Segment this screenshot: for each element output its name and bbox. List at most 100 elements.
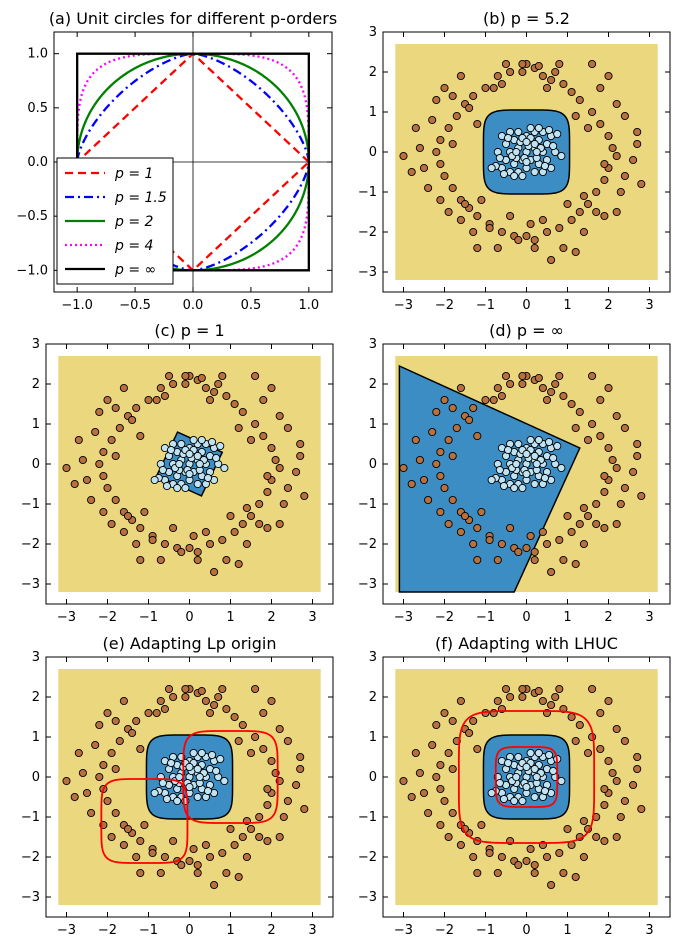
panel-d-xtick-label: 2 xyxy=(604,610,612,625)
outer-point xyxy=(160,391,169,401)
outer-point xyxy=(440,171,449,181)
outer-point xyxy=(399,776,408,786)
outer-point xyxy=(473,243,482,253)
outer-point xyxy=(448,808,457,818)
outer-point xyxy=(588,684,597,694)
panel-c: −3 −2 −1 0 1 2 3 3 2 1 0 −1 −2 −3 (c) p = 1 xyxy=(21,321,334,625)
outer-point xyxy=(497,391,506,401)
outer-point xyxy=(201,383,210,393)
inner-point xyxy=(530,139,539,149)
outer-point xyxy=(111,808,120,818)
inner-point xyxy=(518,796,527,806)
inner-point xyxy=(193,792,202,802)
outer-point xyxy=(616,812,625,822)
outer-point xyxy=(444,519,453,529)
outer-point xyxy=(87,808,96,818)
inner-point xyxy=(549,453,558,463)
outer-point xyxy=(136,836,145,846)
outer-point xyxy=(74,748,83,758)
outer-point xyxy=(263,471,272,481)
outer-point xyxy=(432,772,441,782)
legend-label: p = 4 xyxy=(114,238,153,254)
outer-point xyxy=(444,207,453,217)
outer-point xyxy=(140,507,149,517)
outer-point xyxy=(111,716,120,726)
panel-b-xtick-label: −1 xyxy=(476,298,495,313)
outer-point xyxy=(559,79,568,89)
panel-a-ytick-label: 1.0 xyxy=(27,47,48,62)
inner-point xyxy=(499,794,509,804)
outer-point xyxy=(214,379,223,389)
outer-point xyxy=(296,451,305,461)
outer-point xyxy=(148,848,157,858)
outer-point xyxy=(107,519,116,529)
inner-point xyxy=(530,792,539,802)
outer-point xyxy=(263,487,272,497)
outer-point xyxy=(538,71,547,81)
inner-point xyxy=(150,475,159,485)
outer-point xyxy=(218,684,227,694)
inner-point xyxy=(503,758,513,768)
panel-f-xtick-label: −3 xyxy=(394,923,413,938)
outer-point xyxy=(103,708,112,718)
outer-point xyxy=(571,559,580,569)
outer-point xyxy=(201,696,210,706)
inner-point xyxy=(181,483,190,493)
outer-point xyxy=(251,419,260,429)
outer-point xyxy=(620,111,629,121)
outer-point xyxy=(132,716,141,726)
outer-point xyxy=(189,531,198,541)
outer-point xyxy=(612,411,621,421)
outer-point xyxy=(411,435,420,445)
outer-point xyxy=(629,155,638,165)
panel-e-title: (e) Adapting Lp origin xyxy=(102,634,276,653)
outer-point xyxy=(193,555,202,565)
panel-e-xtick-label: 3 xyxy=(308,923,316,938)
inner-point xyxy=(499,481,509,491)
outer-point xyxy=(407,479,416,489)
inner-point xyxy=(197,435,206,445)
panel-f-xtick-label: −1 xyxy=(476,923,495,938)
inner-point xyxy=(487,163,496,173)
outer-point xyxy=(95,459,104,469)
outer-point xyxy=(234,423,243,433)
outer-point xyxy=(559,243,568,253)
outer-point xyxy=(575,207,584,217)
outer-point xyxy=(608,143,617,153)
inner-point xyxy=(177,439,186,449)
outer-point xyxy=(296,752,305,762)
outer-point xyxy=(579,503,588,513)
outer-point xyxy=(542,227,552,237)
inner-point xyxy=(512,459,521,469)
inner-point xyxy=(158,465,167,475)
legend-label: p = 2 xyxy=(114,214,154,230)
outer-point xyxy=(612,776,621,786)
outer-point xyxy=(542,852,552,862)
panel-c-ytick-label: −2 xyxy=(21,537,40,552)
outer-point xyxy=(74,435,83,445)
inner-point xyxy=(557,776,566,786)
inner-point xyxy=(173,483,182,493)
inner-point xyxy=(203,473,212,483)
outer-point xyxy=(103,395,112,405)
outer-point xyxy=(136,744,145,754)
outer-point xyxy=(604,71,613,81)
outer-point xyxy=(600,487,609,497)
outer-point xyxy=(469,403,478,413)
outer-point xyxy=(473,211,482,221)
inner-point xyxy=(220,776,229,786)
inner-point xyxy=(545,125,554,135)
outer-point xyxy=(555,684,564,694)
outer-point xyxy=(633,127,642,137)
outer-point xyxy=(501,684,511,694)
outer-point xyxy=(432,720,441,730)
outer-point xyxy=(477,820,486,830)
panel-b-xtick-label: 3 xyxy=(645,298,653,313)
outer-point xyxy=(87,495,96,505)
outer-point xyxy=(193,547,202,557)
panel-f-ytick-label: 0 xyxy=(369,770,377,785)
outer-point xyxy=(123,511,133,521)
outer-point xyxy=(111,451,120,461)
outer-point xyxy=(448,183,457,193)
outer-point xyxy=(226,511,235,521)
